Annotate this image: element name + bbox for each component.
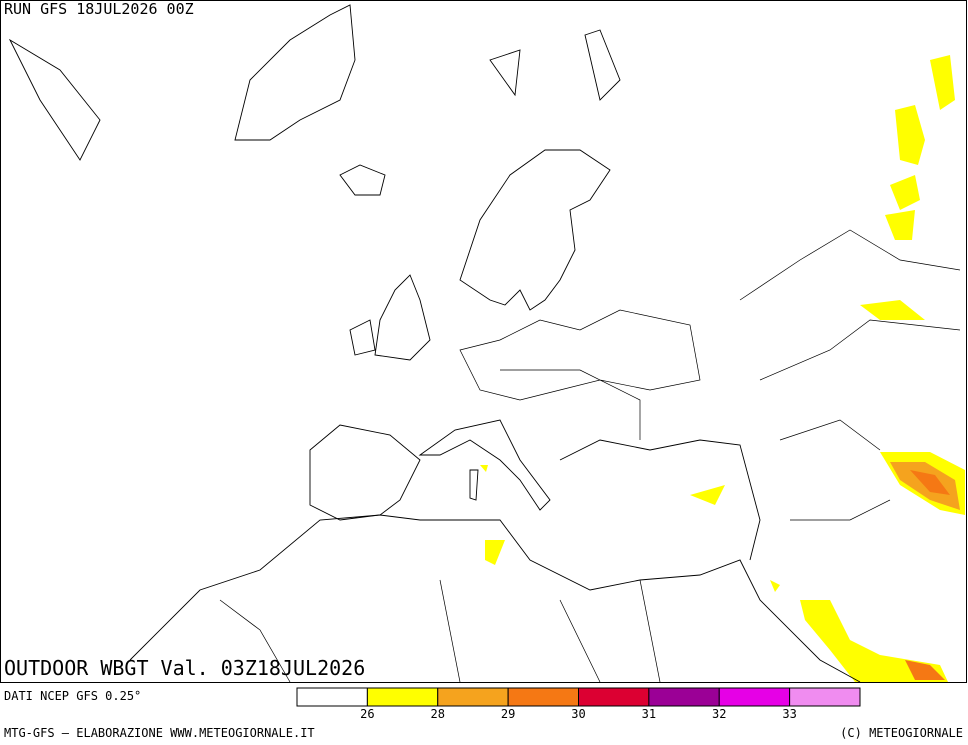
footer-right: (C) METEOGIORNALE: [840, 726, 963, 740]
legend-label: 30: [571, 707, 585, 721]
legend-swatch: [296, 687, 368, 707]
color-legend: 26 28 29 30 31 32 33: [296, 687, 861, 721]
legend-swatch: [437, 687, 509, 707]
legend-label: 32: [712, 707, 726, 721]
map-frame: [0, 0, 967, 683]
borders: [219, 229, 961, 683]
map-title: OUTDOOR WBGT Val. 03Z18JUL2026: [4, 656, 365, 680]
africa-coast: [129, 514, 861, 683]
legend-swatch: [507, 687, 579, 707]
iberia: [309, 424, 421, 521]
country-borders: [219, 229, 961, 683]
arctic-islands: [8, 29, 621, 161]
run-label: RUN GFS 18JUL2026 00Z: [4, 0, 194, 18]
balkans-levant: [559, 439, 761, 561]
legend-swatch: [578, 687, 650, 707]
british-isles: [349, 274, 431, 361]
legend-label: 29: [501, 707, 515, 721]
iceland: [339, 164, 386, 196]
legend-swatch: [789, 687, 861, 707]
legend-label: 31: [642, 707, 656, 721]
coastlines: [8, 4, 861, 683]
legend-label: 33: [782, 707, 796, 721]
legend-label: 28: [431, 707, 445, 721]
italy: [418, 419, 551, 511]
source-label: DATI NCEP GFS 0.25°: [4, 689, 141, 703]
footer-left: MTG-GFS — ELABORAZIONE WWW.METEOGIORNALE…: [4, 726, 315, 740]
legend-swatch: [366, 687, 439, 707]
legend-swatch: [718, 687, 791, 707]
wbgt-areas: [480, 55, 965, 682]
legend-label: 26: [360, 707, 374, 721]
legend-swatch: [648, 687, 720, 707]
wbgt-dark-orange: [905, 470, 950, 680]
scandinavia: [459, 149, 611, 311]
wbgt-yellow: [480, 55, 955, 682]
greenland: [234, 4, 356, 141]
